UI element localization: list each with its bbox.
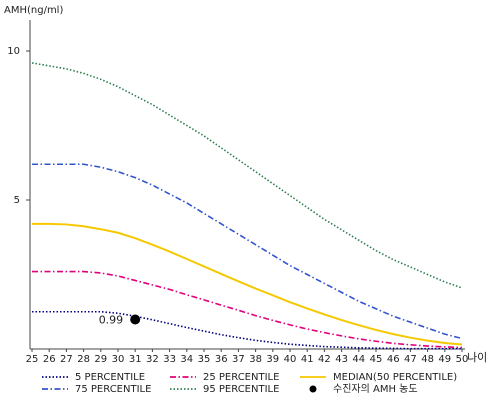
x-tick-label: 26 (43, 354, 56, 365)
legend-label: 5 PERCENTILE (75, 372, 145, 383)
series-line (32, 310, 462, 350)
x-axis-label: 나이 (467, 351, 487, 364)
x-tick-label: 28 (77, 354, 90, 365)
x-tick-label: 35 (198, 354, 211, 365)
x-tick-label: 31 (129, 354, 142, 365)
x-tick-label: 46 (387, 354, 400, 365)
y-tick-label: 5 (14, 195, 20, 206)
x-tick-label: 39 (266, 354, 279, 365)
y-axis-label: AMH(ng/ml) (4, 5, 63, 16)
x-tick-label: 49 (438, 354, 451, 365)
x-tick-label: 30 (112, 354, 125, 365)
series-line (31, 62, 463, 289)
x-tick-label: 29 (94, 354, 107, 365)
legend-label: 75 PERCENTILE (75, 384, 151, 395)
legend-label: 수진자의 AMH 농도 (333, 383, 418, 395)
x-tick-label: 40 (284, 354, 297, 365)
x-tick-label: 47 (404, 354, 417, 365)
series-line (32, 222, 463, 346)
x-tick-label: 48 (421, 354, 434, 365)
x-tick-label: 36 (215, 354, 228, 365)
x-tick-label: 42 (318, 354, 331, 365)
x-tick-label: 27 (60, 354, 73, 365)
patient-point (130, 314, 141, 325)
y-tick-label: 10 (7, 46, 20, 57)
series-line (32, 163, 463, 340)
legend-label: MEDIAN(50 PERCENTILE) (333, 372, 457, 383)
x-tick-label: 45 (370, 354, 383, 365)
x-tick-label: 25 (26, 354, 39, 365)
x-tick-label: 38 (249, 354, 262, 365)
x-tick-label: 33 (163, 354, 176, 365)
point-label: 0.99 (99, 313, 124, 326)
legend-label: 25 PERCENTILE (203, 372, 279, 383)
legend-swatch (309, 385, 317, 393)
x-tick-label: 34 (180, 354, 193, 365)
x-tick-label: 44 (352, 354, 365, 365)
x-tick-label: 41 (301, 354, 314, 365)
x-tick-label: 50 (456, 354, 469, 365)
x-tick-label: 32 (146, 354, 159, 365)
series-line (32, 270, 463, 349)
x-tick-label: 37 (232, 354, 245, 365)
x-tick-label: 43 (335, 354, 348, 365)
legend-label: 95 PERCENTILE (203, 384, 279, 395)
